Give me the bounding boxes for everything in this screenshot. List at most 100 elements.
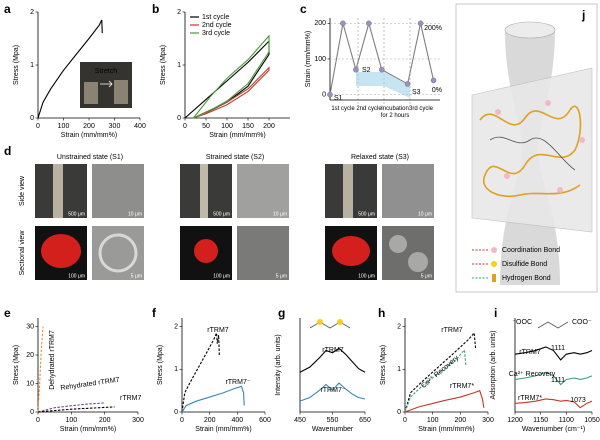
x-tick-label: 200 [99, 417, 111, 424]
y-tick-label: 2 [174, 323, 178, 330]
x-tick-label: 0 [403, 417, 407, 424]
x-axis-label: Strain (mm/mm%) [60, 426, 116, 433]
data-line [514, 346, 593, 361]
annotation: rTRM7⁻ [320, 387, 345, 394]
x-axis-label: Strain (mm/mm%) [418, 426, 474, 433]
y-tick-label: 10 [26, 380, 34, 387]
molecule-atom [317, 319, 323, 325]
y-tick-label: 1 [30, 62, 34, 69]
inset-sample [84, 82, 98, 104]
panel-label: j [581, 8, 585, 22]
y-tick-label: 1 [397, 366, 401, 373]
scale-bar: 10 μm [273, 211, 287, 217]
x-axis-label: Strain (mm/mm%) [209, 132, 265, 139]
annotation: 1111 [551, 345, 565, 352]
molecule-atom [337, 319, 343, 325]
annotation: rTRM7 [120, 395, 141, 402]
legend-label: 1st cycle [202, 14, 229, 21]
fiber-top [504, 21, 556, 39]
scale-bar: 10 μm [128, 211, 142, 217]
annotation: 1111 [551, 377, 565, 384]
legend-marker [492, 274, 496, 282]
annotation: COO⁻ [572, 319, 592, 326]
state-title: Strained state (S2) [206, 154, 264, 161]
x-axis-label: Wavenumber [312, 426, 354, 433]
x-tick-label: 1200 [507, 417, 523, 424]
scale-bar: 100 μm [213, 273, 230, 279]
ion [557, 187, 563, 193]
x-tick-label: 400 [134, 123, 146, 130]
x-tick-label: 0 [36, 123, 40, 130]
y-tick-label: 2 [177, 9, 181, 16]
ion [579, 137, 585, 143]
y-tick-label: 100 [314, 56, 326, 63]
x-tick-label: 200 [83, 123, 95, 130]
y-axis-label: Intensity (arb. units) [275, 334, 282, 395]
row-label: Side view [19, 175, 26, 206]
data-line [404, 389, 485, 413]
annotation: rTRM7 [519, 349, 540, 356]
ion [545, 100, 551, 106]
y-axis-label: Stress (Mpa) [13, 45, 20, 85]
ion [504, 173, 510, 179]
scale-bar: 500 μm [358, 211, 375, 217]
annotation: 0% [432, 87, 442, 94]
y-axis-label: Stress (Mpa) [157, 345, 164, 385]
y-axis-label: Strain (mm/mm%) [305, 31, 312, 87]
scale-bar: 100 μm [68, 273, 85, 279]
section-sem [382, 226, 434, 280]
y-tick-label: 30 [26, 323, 34, 330]
data-line [184, 39, 270, 119]
x-tick-label: 200 [204, 417, 216, 424]
protein-chain [479, 105, 582, 197]
y-tick-label: 0 [177, 115, 181, 122]
annotation: rTRM7* [518, 395, 542, 402]
data-line [37, 19, 103, 119]
y-axis-label: Stress (Mpa) [380, 345, 387, 385]
data-point [340, 20, 346, 27]
data-line [37, 402, 105, 413]
x-tick-label: 100 [65, 417, 77, 424]
fiber [53, 164, 63, 218]
x-tick-label: 400 [231, 417, 243, 424]
x-tick-label: 100 [427, 417, 439, 424]
annotation: 200% [424, 25, 442, 32]
sem-texture [98, 233, 138, 273]
annotation: rTRM7 [207, 327, 228, 334]
molecule [309, 321, 351, 329]
inset-sample [114, 80, 128, 104]
scale-bar: 10 μm [418, 211, 432, 217]
data-line [181, 332, 220, 413]
x-tick-label: 1150 [533, 417, 548, 424]
ion [495, 109, 501, 115]
annotation: rTRM7* [450, 383, 474, 390]
scale-bar: 5 μm [131, 273, 142, 279]
x-tick-label: 100 [58, 123, 70, 130]
section-sem [237, 226, 289, 280]
x-section-label: 2nd cycle [356, 106, 382, 112]
data-line [329, 21, 435, 95]
y-tick-label: 0 [397, 409, 401, 416]
panel-label: i [494, 306, 497, 320]
annotation: Dehydrated rTRM7 [49, 330, 56, 390]
data-line [404, 348, 467, 413]
scale-bar: 100 μm [358, 273, 375, 279]
row-label: Sectional view [19, 230, 26, 276]
y-tick-label: 1 [177, 62, 181, 69]
annotation: S3 [412, 89, 421, 96]
data-point [378, 66, 385, 73]
range-band [356, 72, 410, 98]
x-section-label: 1st cycle [331, 106, 355, 112]
y-tick-label: 0 [30, 409, 34, 416]
state-title: Unstrained state (S1) [57, 154, 123, 161]
section-blob [41, 234, 81, 268]
x-tick-label: 0 [183, 123, 187, 130]
data-line [192, 34, 270, 119]
data-line [37, 326, 44, 413]
panel-label: g [278, 306, 285, 320]
data-line [514, 371, 593, 386]
x-tick-label: 200 [263, 123, 275, 130]
legend-label: Hydrogen Bond [502, 275, 551, 282]
scale-bar: 500 μm [213, 211, 230, 217]
